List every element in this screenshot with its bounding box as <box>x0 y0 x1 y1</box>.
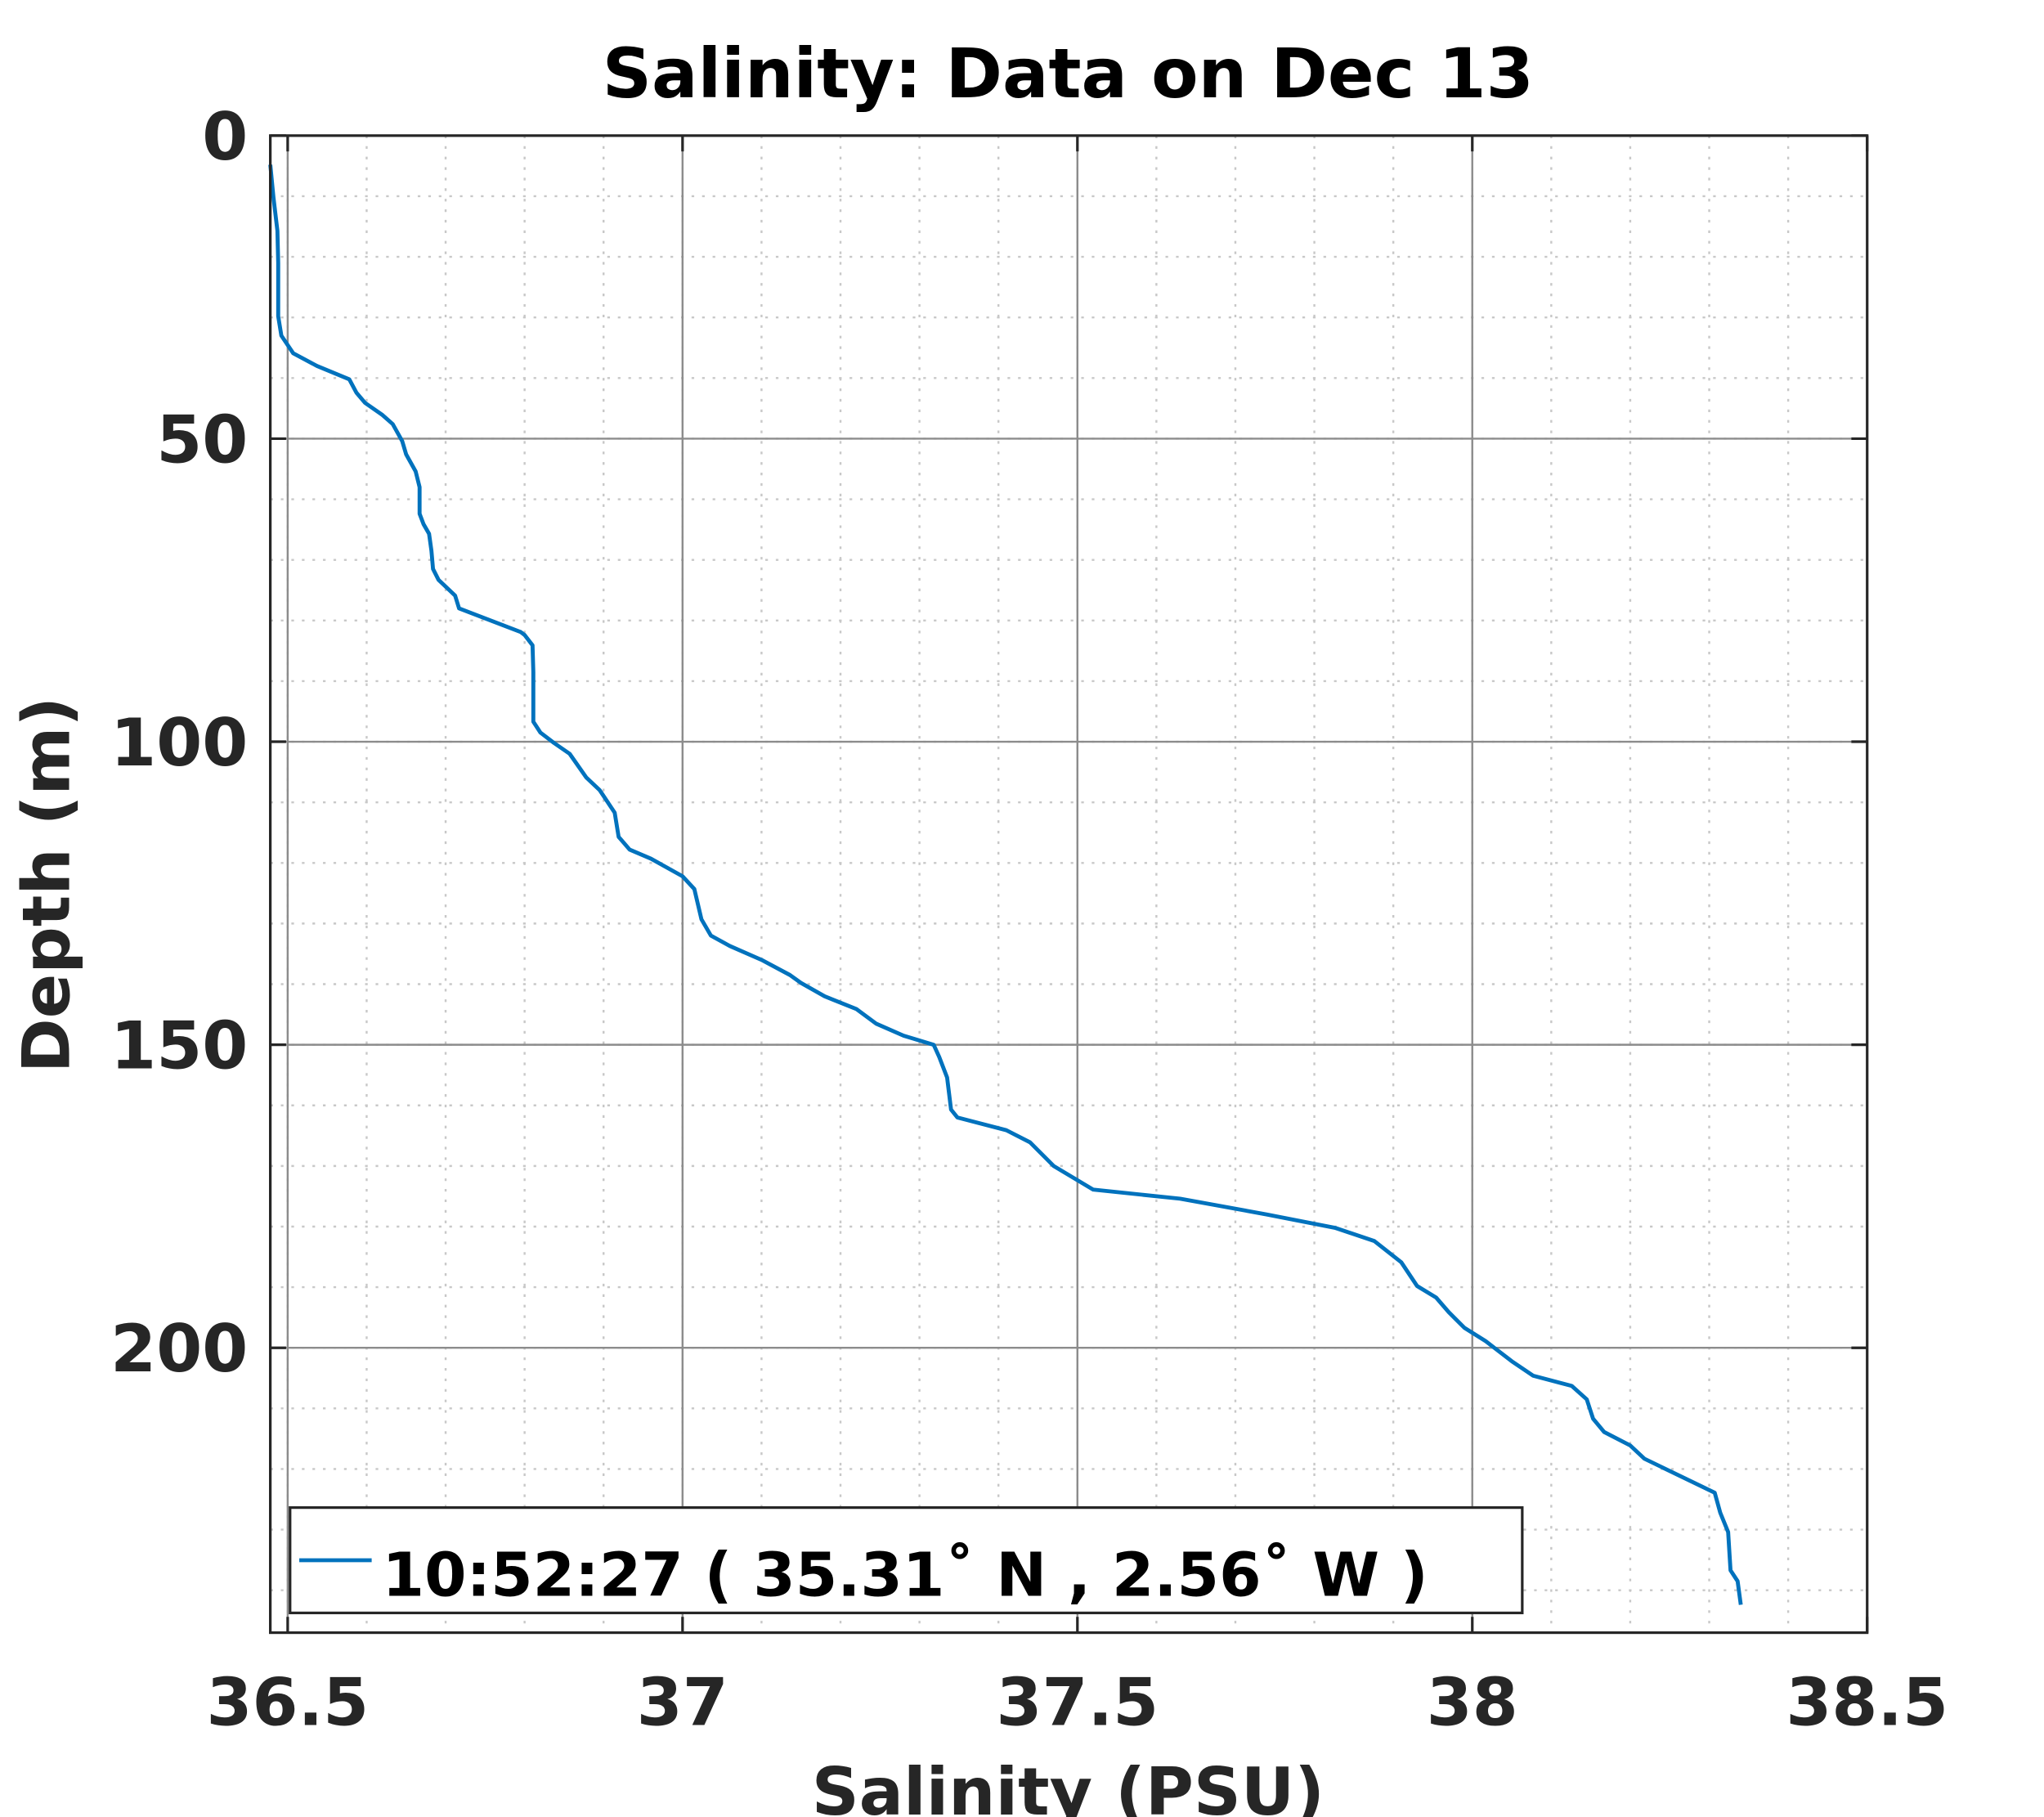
x-tick-label: 38.5 <box>1786 1663 1948 1740</box>
x-tick-labels: 36.5 37 37.5 38 38.5 <box>207 1663 1948 1740</box>
y-tick-label: 150 <box>110 1007 248 1084</box>
legend-box <box>289 1506 1524 1615</box>
x-tick-label: 37 <box>637 1663 728 1740</box>
series-line <box>268 164 1743 1605</box>
y-tick-label: 100 <box>110 704 248 781</box>
ticks <box>270 134 1869 1633</box>
legend-label: 10:52:27 ( 35.31˚ N , 2.56˚ W ) <box>382 1540 1428 1610</box>
x-axis-label: Salinity (PSU) <box>812 1753 1325 1817</box>
y-tick-label: 200 <box>110 1310 248 1387</box>
y-tick-labels: 0 50 100 150 200 <box>110 98 248 1387</box>
x-tick-label: 36.5 <box>207 1663 370 1740</box>
plot-frame <box>268 134 1869 1635</box>
legend[interactable]: 10:52:27 ( 35.31˚ N , 2.56˚ W ) <box>289 1506 1524 1615</box>
y-tick-label: 50 <box>156 401 248 478</box>
chart-title: Salinity: Data on Dec 13 <box>603 34 1534 114</box>
y-axis-label: Depth (m) <box>7 697 84 1073</box>
x-tick-label: 38 <box>1427 1663 1518 1740</box>
x-tick-label: 37.5 <box>996 1663 1159 1740</box>
y-tick-label: 0 <box>202 98 248 175</box>
grid <box>270 134 1868 1633</box>
